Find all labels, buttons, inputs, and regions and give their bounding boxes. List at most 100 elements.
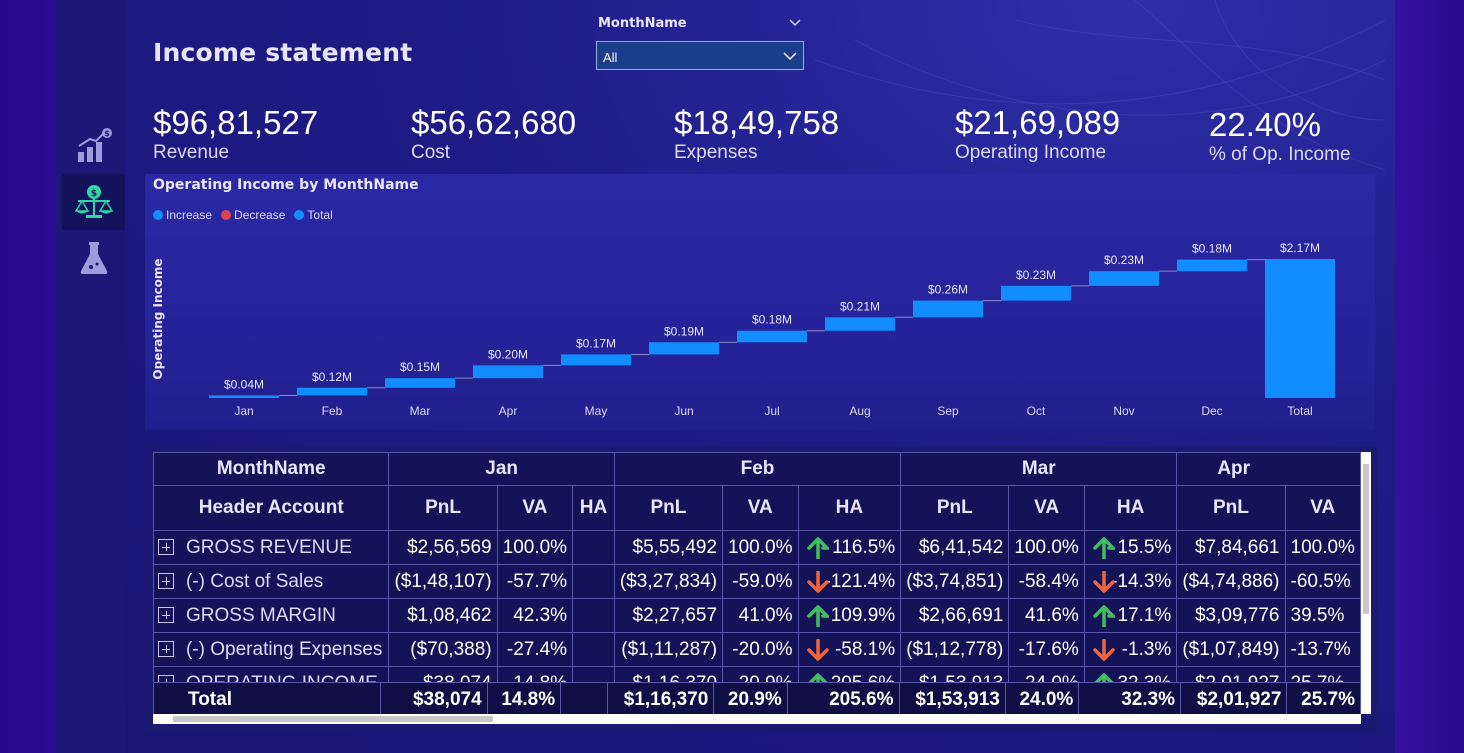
waterfall-bar[interactable] (385, 378, 455, 388)
arrow-down-icon (806, 571, 829, 593)
pnl-total-row: Total $38,074 14.8% $1,16,370 20.9% 205.… (153, 682, 1361, 718)
expand-icon[interactable] (158, 640, 174, 657)
nav-income-statement[interactable]: $ (62, 174, 125, 230)
cell: ($1,07,849) (1176, 632, 1286, 667)
total-label: Total (153, 682, 382, 718)
corner-header-account[interactable]: Header Account (153, 485, 390, 531)
table-row: GROSS MARGIN $1,08,462 42.3% $2,27,657 41.0%… (153, 598, 1361, 633)
cell: 100.0% (722, 530, 799, 565)
nav-analysis[interactable] (62, 230, 125, 286)
col-header-pnl[interactable]: PnL (388, 485, 498, 531)
account-cell: GROSS REVENUE (153, 530, 390, 565)
col-header-pnl[interactable]: PnL (1176, 485, 1286, 531)
legend-total[interactable]: Total (294, 208, 333, 222)
vertical-scroll-thumb[interactable] (1363, 464, 1369, 614)
cell: -17.6% (1008, 632, 1085, 667)
corner-header-month[interactable]: MonthName (153, 452, 390, 486)
month-header-feb[interactable]: Feb (613, 452, 902, 486)
legend-decrease[interactable]: Decrease (221, 208, 285, 222)
data-label: $0.23M (1016, 268, 1056, 282)
cell: ($1,12,778) (900, 632, 1010, 667)
waterfall-bar[interactable] (1001, 285, 1071, 301)
x-tick-label: May (585, 404, 608, 418)
x-tick-label: Mar (410, 404, 431, 418)
month-slicer-dropdown[interactable]: All (596, 41, 804, 70)
svg-text:$: $ (104, 129, 110, 138)
cell: $6,41,542 (900, 530, 1010, 565)
horizontal-scrollbar[interactable] (153, 714, 1361, 724)
legend-increase[interactable]: Increase (153, 208, 212, 222)
horizontal-scroll-thumb[interactable] (173, 716, 493, 722)
waterfall-bar[interactable] (913, 300, 983, 318)
data-label: $0.18M (752, 313, 792, 327)
month-header-apr[interactable]: Apr (1176, 452, 1361, 486)
account-cell: (-) Operating Expenses (153, 632, 390, 667)
x-tick-label: Jan (234, 404, 253, 418)
cell: ($1,11,287) (613, 632, 724, 667)
col-header-va[interactable]: VA (1008, 485, 1085, 531)
col-header-ha[interactable]: HA (1083, 485, 1178, 531)
cell: -13.7% (1284, 632, 1361, 667)
waterfall-bar[interactable] (649, 342, 719, 355)
slicer-value: All (603, 50, 618, 65)
report-page: $ $ Income stateme (55, 0, 1395, 753)
data-label: $0.21M (840, 299, 880, 313)
waterfall-bar[interactable] (1089, 271, 1159, 286)
account-label: (-) Operating Expenses (186, 638, 383, 660)
sidebar: $ $ (55, 0, 125, 753)
waterfall-bar[interactable] (1265, 259, 1335, 398)
waterfall-bar[interactable] (1177, 259, 1247, 272)
col-header-va[interactable]: VA (496, 485, 574, 531)
col-header-ha[interactable]: HA (572, 485, 615, 531)
col-header-va[interactable]: VA (722, 485, 799, 531)
cell: 20.9% (713, 682, 788, 718)
ha-cell: -58.1% (797, 632, 902, 667)
balance-scale-icon: $ (74, 185, 113, 218)
col-header-pnl[interactable]: PnL (613, 485, 724, 531)
waterfall-bar[interactable] (473, 365, 543, 379)
arrow-up-icon (806, 605, 829, 627)
x-tick-label: Jul (764, 404, 779, 418)
month-header-mar[interactable]: Mar (900, 452, 1178, 486)
cell: -59.0% (722, 564, 799, 599)
data-label: $0.23M (1104, 253, 1144, 267)
waterfall-bar[interactable] (825, 317, 895, 331)
cell: 41.0% (722, 598, 799, 633)
svg-text:$: $ (90, 189, 96, 199)
cell: 100.0% (496, 530, 574, 565)
table-row: (-) Cost of Sales ($1,48,107) -57.7% ($3,27… (153, 564, 1361, 599)
cell: $2,66,691 (900, 598, 1010, 633)
cell: $2,01,927 (1180, 682, 1288, 718)
kpi-value: $18,49,758 (674, 104, 840, 141)
cell: ($3,27,834) (613, 564, 724, 599)
chevron-down-icon[interactable] (789, 16, 801, 28)
cell: $7,84,661 (1176, 530, 1286, 565)
arrow-down-icon (806, 639, 829, 661)
nav-revenue-chart[interactable]: $ (62, 118, 125, 174)
cell: 41.6% (1008, 598, 1085, 633)
col-header-ha[interactable]: HA (797, 485, 902, 531)
dropdown-chevron-icon (783, 52, 797, 61)
waterfall-bar[interactable] (297, 387, 367, 396)
vertical-scrollbar[interactable] (1361, 452, 1371, 714)
expand-icon[interactable] (158, 606, 174, 623)
waterfall-bar[interactable] (561, 354, 631, 366)
cell: $1,53,913 (898, 682, 1006, 718)
expand-icon[interactable] (158, 572, 174, 589)
ha-cell: -1.3% (1083, 632, 1178, 667)
waterfall-bar[interactable] (737, 330, 807, 343)
x-tick-label: Dec (1201, 404, 1222, 418)
kpi-value: $21,69,089 (955, 104, 1121, 141)
expand-icon[interactable] (158, 538, 174, 555)
col-header-pnl[interactable]: PnL (900, 485, 1010, 531)
cell: 205.6% (786, 682, 900, 718)
cell: 42.3% (496, 598, 574, 633)
cell: $2,27,657 (613, 598, 724, 633)
col-header-va[interactable]: VA (1284, 485, 1361, 531)
waterfall-bar[interactable] (209, 395, 279, 398)
month-header-jan[interactable]: Jan (388, 452, 615, 486)
y-axis-label: Operating Income (151, 258, 165, 379)
ha-cell: -121.4% (797, 564, 902, 599)
waterfall-chart-card[interactable]: Operating Income by MonthName Increase D… (145, 174, 1375, 430)
data-label: $0.04M (224, 377, 264, 391)
